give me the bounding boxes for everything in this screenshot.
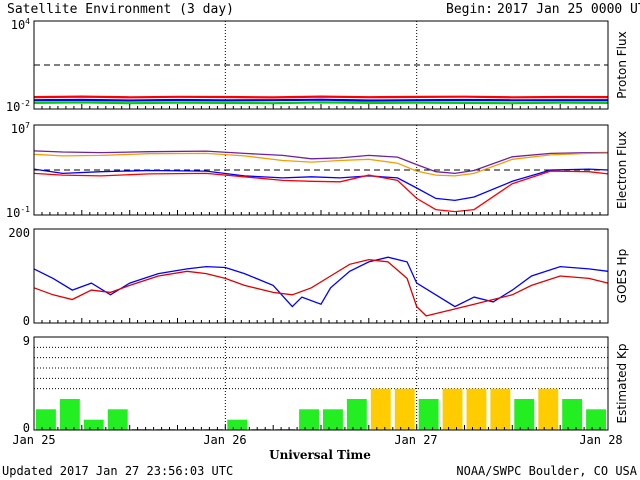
- kp-bar: [370, 388, 391, 430]
- x-tick-label-jan-27: Jan 27: [394, 433, 437, 447]
- y-tick-label: 10-1: [6, 205, 30, 220]
- chart-panels: 104 10-2 Proton Flux 107 10-1 Electron Flux 20…: [6, 17, 629, 435]
- x-tick-label-jan-25: Jan 25: [12, 433, 55, 447]
- series-line-3: [33, 168, 609, 202]
- kp-bar: [394, 388, 415, 430]
- kp-bar: [586, 409, 606, 430]
- series-line-3: [33, 101, 609, 105]
- x-axis-label: Universal Time: [269, 448, 371, 462]
- x-tick-labels: Jan 25 Jan 26 Jan 27 Jan 28: [12, 433, 622, 447]
- series-line-2: [33, 258, 609, 317]
- panel-4: 9 0 Estimated Kp: [23, 334, 629, 435]
- series-line-1: [33, 150, 609, 175]
- y-tick-label: 200: [8, 226, 30, 240]
- series-line-2: [33, 98, 608, 102]
- y-axis-label: Estimated Kp: [615, 344, 629, 424]
- series-line-4: [33, 170, 609, 213]
- series-line-2: [33, 152, 609, 177]
- series-line-1: [33, 256, 609, 308]
- chart-title: Satellite Environment (3 day): [7, 2, 234, 17]
- x-tick-label-jan-26: Jan 26: [203, 433, 246, 447]
- y-tick-label: 10-2: [6, 99, 30, 114]
- y-axis-label: GOES Hp: [615, 249, 629, 303]
- begin-label: Begin:: [446, 2, 493, 17]
- x-tick-label-jan-28: Jan 28: [579, 433, 622, 447]
- y-tick-label: 0: [23, 421, 30, 435]
- kp-bar: [323, 409, 343, 430]
- kp-bar: [490, 388, 511, 430]
- kp-bar: [466, 388, 487, 430]
- y-axis-label: Proton Flux: [615, 31, 629, 98]
- kp-bar: [538, 388, 559, 430]
- credit-text: NOAA/SWPC Boulder, CO USA: [456, 464, 637, 478]
- y-tick-label: 9: [23, 334, 30, 348]
- y-axis-label: Electron Flux: [615, 131, 629, 209]
- panel-2: 107 10-1 Electron Flux: [6, 121, 629, 220]
- kp-bar: [59, 399, 80, 430]
- kp-bar: [299, 409, 319, 430]
- kp-bar: [227, 419, 248, 430]
- kp-bar: [346, 399, 367, 430]
- kp-bar: [107, 409, 128, 430]
- y-tick-label: 0: [23, 314, 30, 328]
- panel-3: 200 0 GOES Hp: [8, 226, 629, 328]
- kp-bar: [562, 399, 583, 430]
- kp-bar: [514, 399, 535, 430]
- kp-bar: [442, 388, 463, 430]
- begin-value: 2017 Jan 25 0000 UTC: [497, 2, 640, 17]
- kp-bar: [83, 419, 104, 430]
- kp-bar: [36, 409, 56, 430]
- kp-bar: [418, 399, 439, 430]
- y-tick-label: 107: [11, 121, 30, 136]
- series-line-1: [33, 95, 609, 99]
- panel-1: 104 10-2 Proton Flux: [6, 17, 629, 114]
- updated-timestamp: Updated 2017 Jan 27 23:56:03 UTC: [2, 464, 233, 478]
- y-tick-label: 104: [11, 17, 30, 32]
